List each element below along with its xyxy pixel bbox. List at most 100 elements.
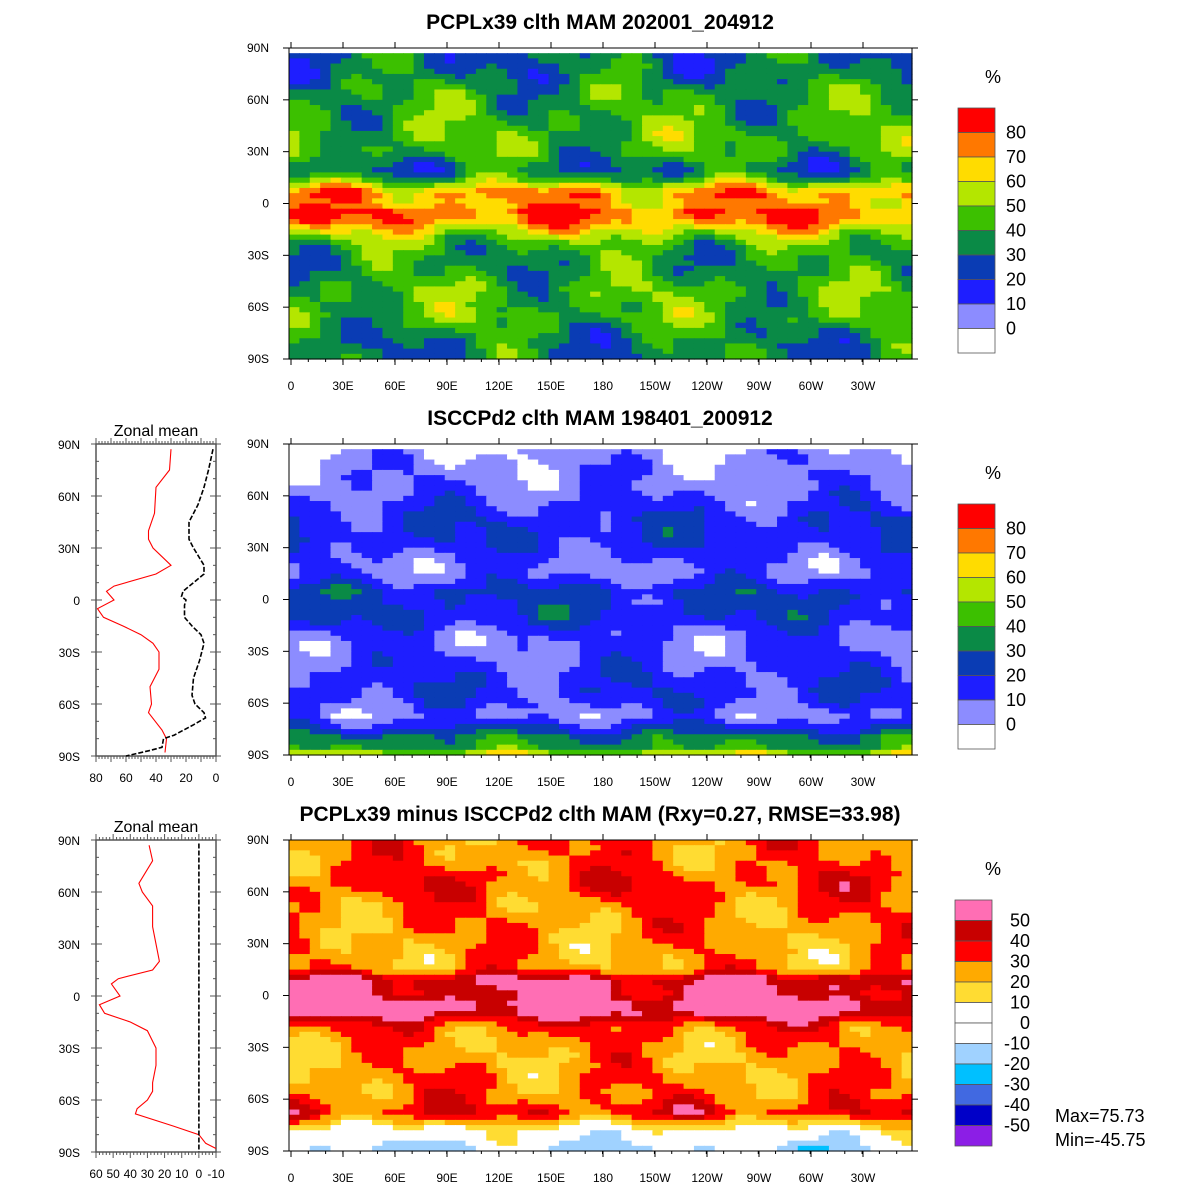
map-cell xyxy=(289,317,300,324)
map-cell xyxy=(413,125,425,132)
map-cell xyxy=(392,281,404,288)
map-cell xyxy=(704,454,716,461)
map-cell xyxy=(797,480,809,487)
map-cell xyxy=(486,177,498,184)
map-cell xyxy=(392,464,404,471)
map-cell xyxy=(642,89,654,96)
map-cell xyxy=(777,167,788,173)
map-cell xyxy=(372,73,384,80)
map-cell xyxy=(777,281,788,288)
map-cell xyxy=(725,244,737,251)
map-cell xyxy=(372,558,384,564)
map-cell xyxy=(880,255,892,262)
map-cell xyxy=(621,532,633,538)
map-cell xyxy=(610,353,622,360)
map-cell xyxy=(486,296,498,303)
map-cell xyxy=(756,547,768,554)
map-cell xyxy=(434,182,446,189)
map-cell xyxy=(486,151,498,158)
map-cell xyxy=(725,219,737,225)
map-cell xyxy=(423,187,435,194)
map-cell xyxy=(880,291,892,298)
map-cell xyxy=(455,219,467,225)
map-cell xyxy=(673,110,685,116)
map-cell xyxy=(538,203,550,210)
map-cell xyxy=(517,125,529,132)
map-cell xyxy=(507,260,519,267)
map-cell xyxy=(434,84,446,91)
map-cell xyxy=(289,187,300,194)
map-cell xyxy=(465,193,477,199)
map-cell xyxy=(777,501,788,507)
map-cell xyxy=(320,276,332,282)
map-cell xyxy=(475,172,487,179)
map-cell xyxy=(538,94,550,101)
map-cell xyxy=(569,239,581,246)
map-cell xyxy=(693,542,705,549)
map-cell xyxy=(538,99,550,106)
map-cell xyxy=(538,234,550,241)
map-cell xyxy=(558,322,570,329)
map-cell xyxy=(527,506,539,512)
map-cell xyxy=(527,322,539,329)
map-cell xyxy=(735,490,747,497)
map-cell xyxy=(444,203,456,210)
map-cell xyxy=(880,120,892,127)
map-cell xyxy=(610,187,622,194)
map-cell xyxy=(475,454,487,461)
map-cell xyxy=(330,307,342,313)
map-cell xyxy=(527,312,539,319)
map-cell xyxy=(496,454,508,461)
map-cell xyxy=(735,63,747,70)
map-cell xyxy=(403,203,415,210)
map-cell xyxy=(496,229,508,236)
map-cell xyxy=(683,255,695,262)
map-cell xyxy=(756,281,768,288)
map-cell xyxy=(662,250,674,256)
map-cell xyxy=(714,490,726,497)
map-cell xyxy=(527,68,539,75)
map-cell xyxy=(444,141,456,148)
map-cell xyxy=(590,353,602,360)
map-cell xyxy=(320,353,332,360)
map-cell xyxy=(704,501,716,507)
map-cell xyxy=(330,490,342,497)
map-cell xyxy=(828,229,840,236)
map-cell xyxy=(299,506,311,512)
map-cell xyxy=(340,203,352,210)
map-cell xyxy=(704,53,716,59)
map-cell xyxy=(683,526,695,533)
map-cell xyxy=(808,464,820,471)
map-cell xyxy=(403,255,415,262)
map-cell xyxy=(444,105,456,111)
map-cell xyxy=(548,162,560,168)
map-cell xyxy=(569,224,581,231)
map-cell xyxy=(652,156,664,163)
map-cell xyxy=(527,105,539,111)
map-cell xyxy=(527,99,539,106)
map-cell xyxy=(787,552,799,559)
map-cell xyxy=(683,521,695,528)
map-cell xyxy=(392,130,404,137)
map-cell xyxy=(725,490,737,497)
map-cell xyxy=(330,547,342,554)
map-cell xyxy=(423,506,435,512)
map-cell xyxy=(652,219,664,225)
map-cell xyxy=(548,151,560,158)
map-cell xyxy=(392,156,404,163)
map-cell xyxy=(828,239,840,246)
map-cell xyxy=(735,115,747,122)
map-cell xyxy=(756,151,768,158)
map-cell xyxy=(756,156,768,163)
map-cell xyxy=(766,532,778,538)
map-cell xyxy=(496,208,508,215)
map-cell xyxy=(880,58,892,65)
map-cell xyxy=(590,485,602,492)
map-cell xyxy=(507,172,519,179)
map-cell xyxy=(745,490,757,497)
map-cell xyxy=(527,187,539,194)
map-cell xyxy=(569,542,581,549)
map-cell xyxy=(683,333,695,339)
map-cell xyxy=(558,89,570,96)
map-cell xyxy=(444,558,456,564)
